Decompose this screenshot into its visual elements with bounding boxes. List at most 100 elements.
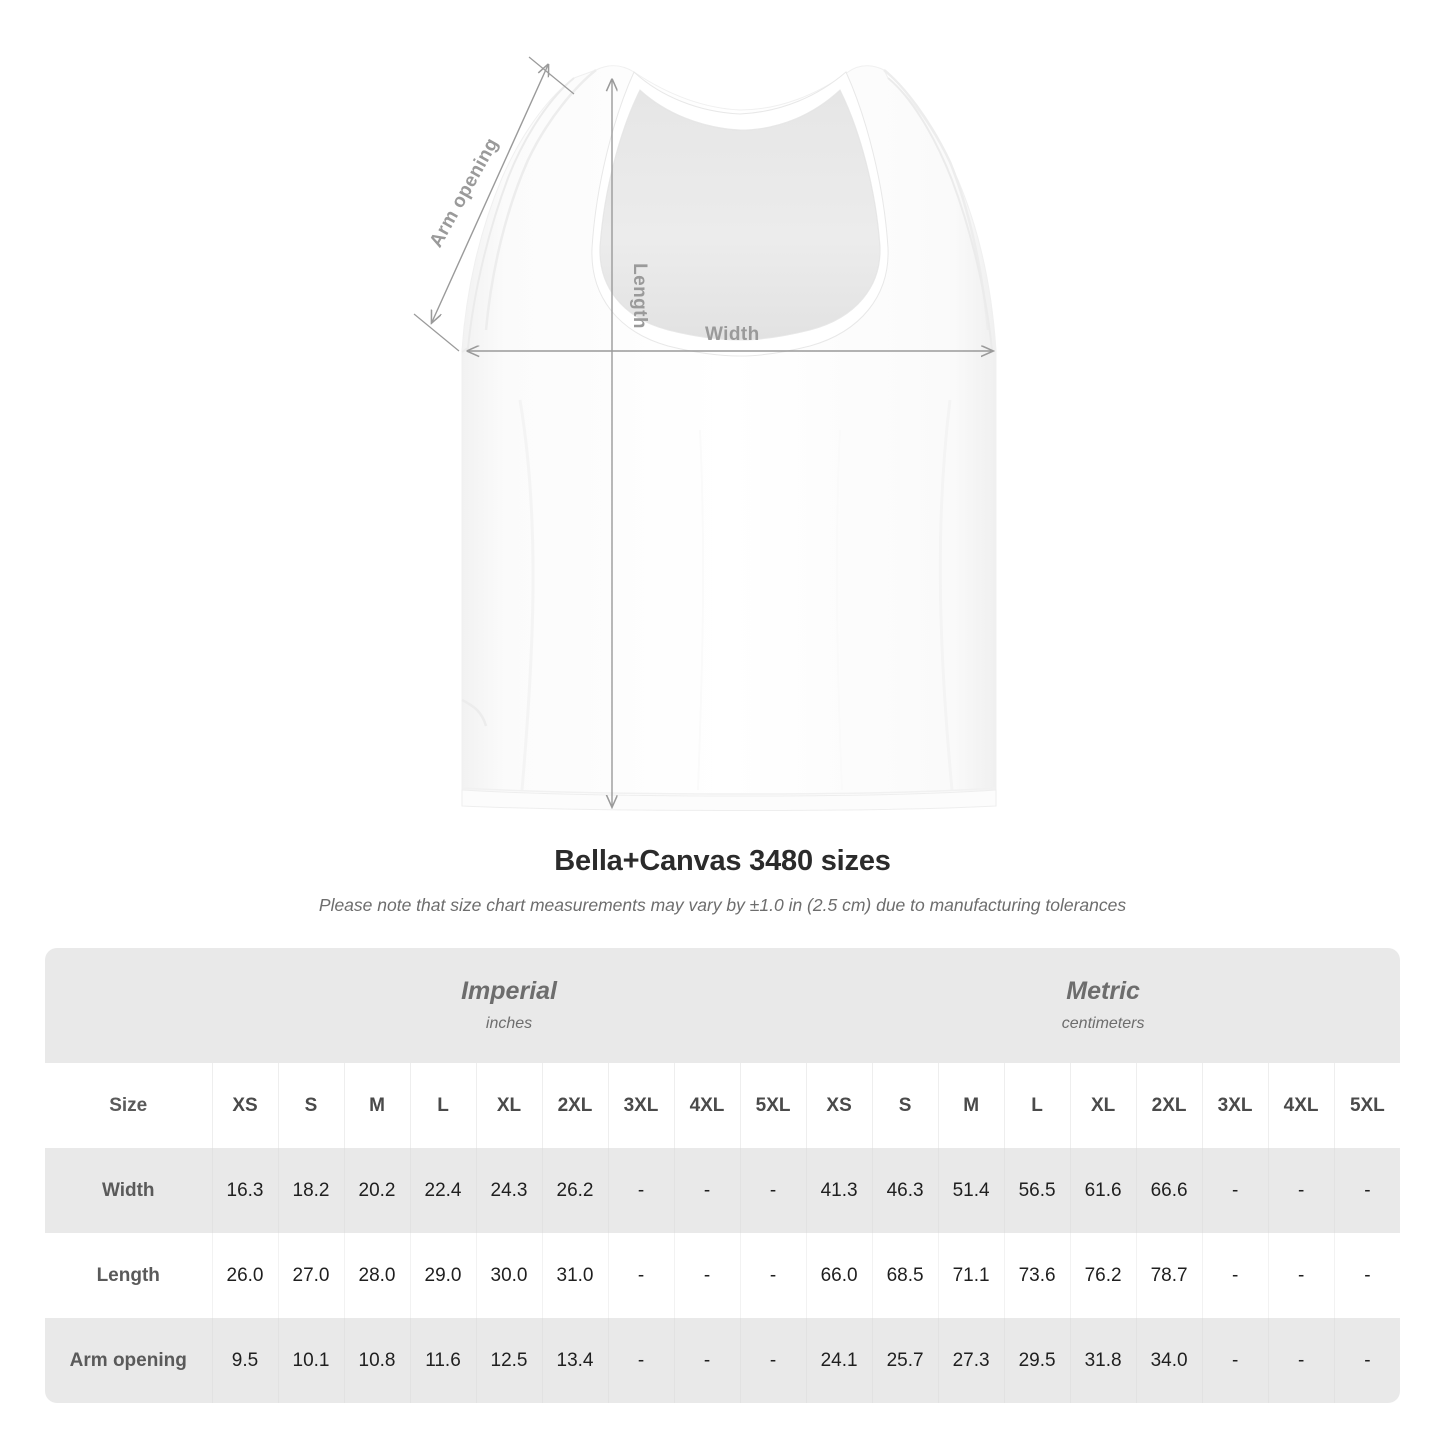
size-header-imperial-m: M [343,1063,410,1148]
table-row: Arm opening 9.5 10.1 10.8 11.6 12.5 13.4… [45,1318,1401,1403]
cell-arm-opening-metric-xl: 31.8 [1069,1318,1137,1403]
cell-width-metric-s: 46.3 [871,1148,939,1233]
size-header-row: Size XS S M L XL 2XL 3XL 4XL 5XL XS S M … [45,1063,1401,1148]
cell-arm-opening-metric-xs: 24.1 [805,1318,873,1403]
size-header-metric-2xl: 2XL [1135,1063,1203,1148]
cell-arm-opening-metric-m: 27.3 [937,1318,1005,1403]
cell-width-metric-l: 56.5 [1003,1148,1071,1233]
cell-arm-opening-imperial-3xl: - [607,1318,674,1403]
size-chart-table-container: Imperial inches Metric centimeters Size … [45,948,1401,1403]
table-row: Width 16.3 18.2 20.2 22.4 24.3 26.2 - - … [45,1148,1401,1233]
cell-width-metric-3xl: - [1201,1148,1269,1233]
cell-length-imperial-3xl: - [607,1233,674,1318]
width-label: Width [705,324,760,345]
cell-arm-opening-imperial-5xl: - [739,1318,807,1403]
cell-length-imperial-s: 27.0 [277,1233,344,1318]
unit-banner-spacer [45,948,212,1063]
cell-width-metric-xs: 41.3 [805,1148,873,1233]
length-label: Length [628,263,650,329]
size-header-imperial-s: S [277,1063,344,1148]
cell-arm-opening-imperial-xs: 9.5 [211,1318,278,1403]
cell-width-metric-4xl: - [1267,1148,1335,1233]
cell-width-metric-xl: 61.6 [1069,1148,1137,1233]
cell-arm-opening-metric-s: 25.7 [871,1318,939,1403]
size-header-label: Size [45,1063,212,1148]
cell-length-imperial-xs: 26.0 [211,1233,278,1318]
imperial-title: Imperial [461,976,557,1005]
cell-arm-opening-imperial-s: 10.1 [277,1318,344,1403]
page-title: Bella+Canvas 3480 sizes [554,845,891,877]
dimension-lines [413,56,992,806]
arm-opening-dimension-line [432,65,548,322]
size-header-metric-m: M [937,1063,1005,1148]
cell-length-metric-l: 73.6 [1003,1233,1071,1318]
size-chart-table: Imperial inches Metric centimeters Size … [45,948,1401,1403]
cell-width-imperial-3xl: - [607,1148,674,1233]
cell-length-metric-3xl: - [1201,1233,1269,1318]
cell-width-imperial-xs: 16.3 [211,1148,278,1233]
garment-illustration: Arm opening Length Width [413,56,997,811]
title-block: Bella+Canvas 3480 sizes Please note that… [0,845,1445,916]
cell-width-imperial-xl: 24.3 [475,1148,542,1233]
cell-width-metric-m: 51.4 [937,1148,1005,1233]
size-header-metric-3xl: 3XL [1201,1063,1269,1148]
size-header-imperial-l: L [409,1063,476,1148]
size-header-imperial-xl: XL [475,1063,542,1148]
size-header-metric-4xl: 4XL [1267,1063,1335,1148]
imperial-subtitle: inches [485,1015,533,1033]
cell-width-imperial-2xl: 26.2 [541,1148,608,1233]
cell-width-imperial-4xl: - [673,1148,740,1233]
tolerance-note: Please note that size chart measurements… [318,895,1127,916]
size-header-imperial-xs: XS [211,1063,278,1148]
size-header-imperial-5xl: 5XL [739,1063,807,1148]
cell-arm-opening-metric-4xl: - [1267,1318,1335,1403]
cell-arm-opening-metric-5xl: - [1333,1318,1401,1403]
cell-arm-opening-metric-l: 29.5 [1003,1318,1071,1403]
size-header-imperial-4xl: 4XL [673,1063,740,1148]
unit-banner-row: Imperial inches Metric centimeters [45,948,1401,1063]
size-header-imperial-3xl: 3XL [607,1063,674,1148]
cell-length-metric-xl: 76.2 [1069,1233,1137,1318]
tank-top-diagram [413,56,997,811]
table-row: Length 26.0 27.0 28.0 29.0 30.0 31.0 - -… [45,1233,1401,1318]
cell-arm-opening-metric-2xl: 34.0 [1135,1318,1203,1403]
cell-length-metric-xs: 66.0 [805,1233,873,1318]
cell-length-metric-s: 68.5 [871,1233,939,1318]
size-header-metric-s: S [871,1063,939,1148]
row-label-arm-opening: Arm opening [45,1318,212,1403]
cell-length-imperial-l: 29.0 [409,1233,476,1318]
cell-length-metric-2xl: 78.7 [1135,1233,1203,1318]
row-label-width: Width [45,1148,212,1233]
tank-top-body [461,65,997,811]
cell-arm-opening-imperial-2xl: 13.4 [541,1318,608,1403]
metric-title: Metric [1066,976,1140,1005]
cell-arm-opening-imperial-l: 11.6 [409,1318,476,1403]
cell-width-imperial-l: 22.4 [409,1148,476,1233]
size-header-metric-5xl: 5XL [1333,1063,1401,1148]
size-header-metric-xl: XL [1069,1063,1137,1148]
cell-length-imperial-m: 28.0 [343,1233,410,1318]
cell-width-metric-2xl: 66.6 [1135,1148,1203,1233]
cell-length-imperial-5xl: - [739,1233,807,1318]
metric-subtitle: centimeters [1061,1015,1145,1033]
cell-width-metric-5xl: - [1333,1148,1401,1233]
cell-width-imperial-s: 18.2 [277,1148,344,1233]
unit-banner-imperial: Imperial inches [212,948,807,1063]
cell-width-imperial-5xl: - [739,1148,807,1233]
cell-arm-opening-metric-3xl: - [1201,1318,1269,1403]
size-header-metric-l: L [1003,1063,1071,1148]
unit-banner-metric: Metric centimeters [806,948,1401,1063]
cell-length-imperial-2xl: 31.0 [541,1233,608,1318]
cell-arm-opening-imperial-xl: 12.5 [475,1318,542,1403]
cell-length-metric-5xl: - [1333,1233,1401,1318]
cell-arm-opening-imperial-m: 10.8 [343,1318,410,1403]
cell-length-metric-4xl: - [1267,1233,1335,1318]
row-label-length: Length [45,1233,212,1318]
cell-width-imperial-m: 20.2 [343,1148,410,1233]
cell-length-metric-m: 71.1 [937,1233,1005,1318]
size-header-imperial-2xl: 2XL [541,1063,608,1148]
cell-length-imperial-xl: 30.0 [475,1233,542,1318]
cell-length-imperial-4xl: - [673,1233,740,1318]
cell-arm-opening-imperial-4xl: - [673,1318,740,1403]
size-header-metric-xs: XS [805,1063,873,1148]
